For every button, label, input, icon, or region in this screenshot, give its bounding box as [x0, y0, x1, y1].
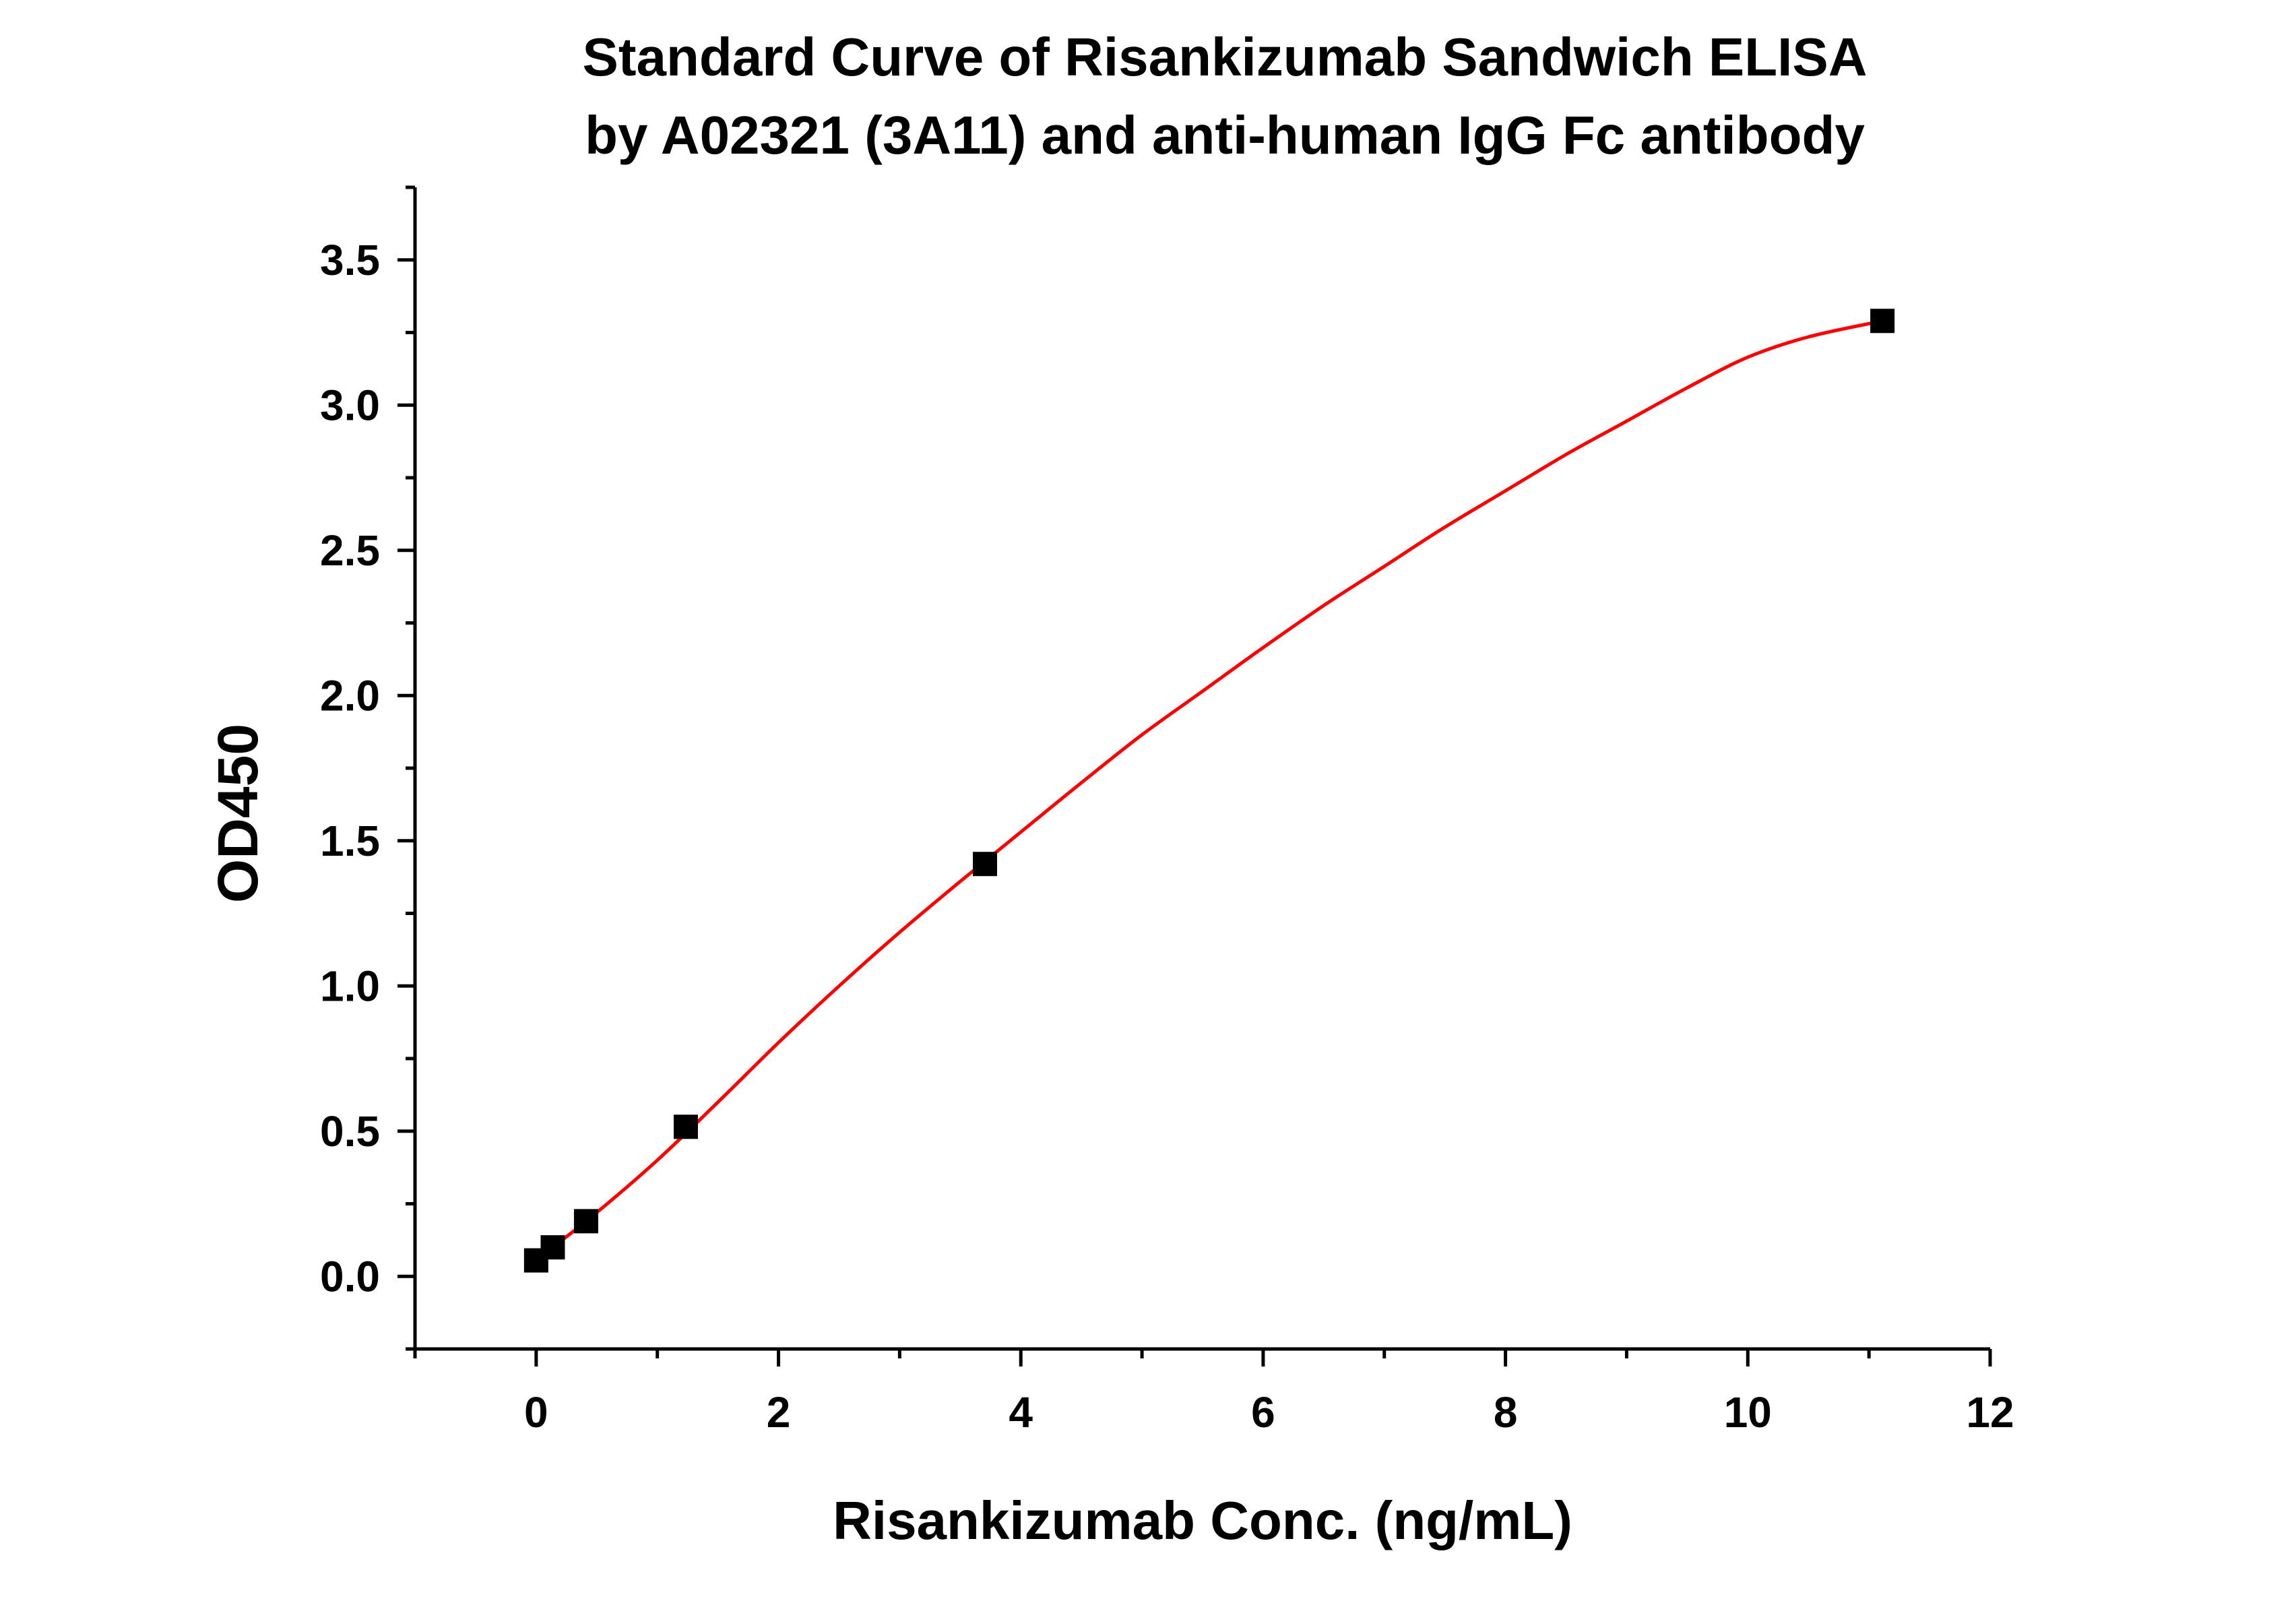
x-tick-label: 6 [1251, 1388, 1275, 1437]
y-tick-label: 1.0 [320, 962, 380, 1010]
data-point [540, 1235, 565, 1260]
x-tick-label: 10 [1724, 1388, 1772, 1437]
y-tick-label: 3.5 [320, 236, 380, 284]
x-axis-label: Risankizumab Conc. (ng/mL) [833, 1490, 1572, 1550]
x-tick-label: 4 [1009, 1388, 1033, 1437]
y-tick-label: 2.0 [320, 671, 380, 720]
y-tick-label: 0.5 [320, 1107, 380, 1156]
data-point [673, 1114, 698, 1139]
data-points-layer [523, 309, 1895, 1273]
y-axis-label: OD450 [206, 724, 269, 903]
data-point [972, 852, 997, 877]
fit-curve-line [535, 319, 1883, 1262]
y-tick-label: 3.0 [320, 381, 380, 429]
x-tick-label: 2 [767, 1388, 791, 1437]
data-point [1870, 309, 1895, 334]
y-tick-label: 0.0 [320, 1252, 380, 1300]
y-tick-label: 2.5 [320, 526, 380, 575]
x-tick-label: 12 [1966, 1388, 2014, 1437]
chart-title-line-2: by A02321 (3A11) and anti-human IgG Fc a… [585, 105, 1865, 165]
x-tick-label: 8 [1494, 1388, 1518, 1437]
chart-title-line-1: Standard Curve of Risankizumab Sandwich … [582, 27, 1867, 87]
axes: 0 2 4 6 8 10 12 0.0 0.5 1.0 1.5 2.0 2.5 3.0 3.5 [320, 185, 2014, 1437]
y-tick-label: 1.5 [320, 817, 380, 865]
fit-curve-layer [535, 319, 1883, 1262]
x-tick-label: 0 [524, 1388, 548, 1437]
data-point [573, 1209, 598, 1234]
